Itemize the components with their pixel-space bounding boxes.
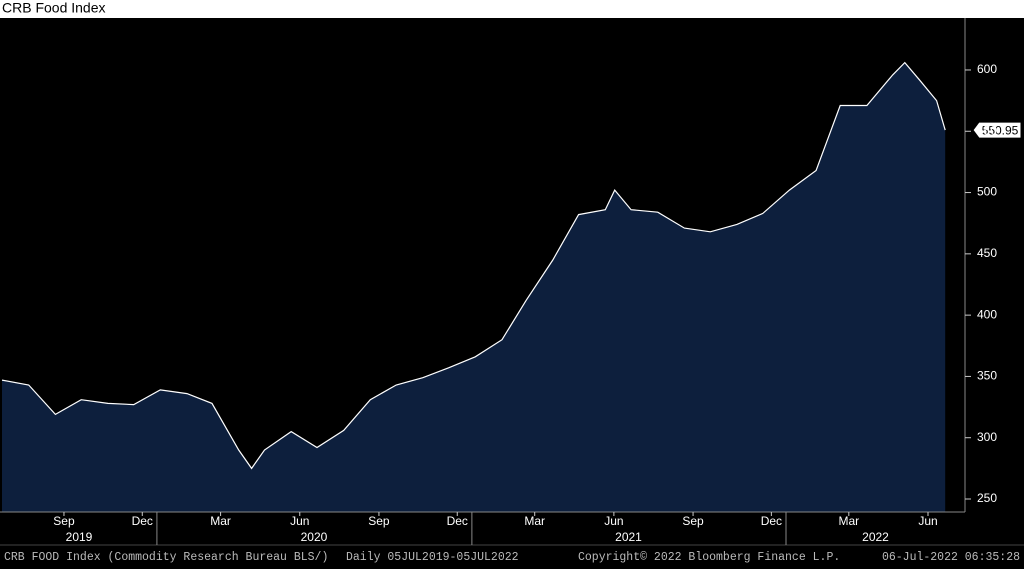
x-tick-label: Mar — [524, 514, 545, 528]
x-tick-label: Dec — [761, 514, 782, 528]
y-tick-label: 300 — [977, 430, 997, 444]
y-tick-label: 450 — [977, 246, 997, 260]
x-tick-label: Jun — [918, 514, 937, 528]
y-tick-label: 550 — [977, 123, 997, 137]
x-tick-label: Jun — [604, 514, 623, 528]
chart-title: CRB Food Index — [2, 0, 106, 16]
y-tick-label: 350 — [977, 369, 997, 383]
x-tick-label: Mar — [838, 514, 859, 528]
last-value-box — [972, 121, 1022, 139]
x-tick-label: Sep — [53, 514, 75, 528]
x-tick-label: Sep — [682, 514, 704, 528]
year-label: 2021 — [615, 530, 642, 544]
x-tick-label: Dec — [447, 514, 468, 528]
title-strip — [0, 0, 1024, 18]
y-tick-label: 600 — [977, 62, 997, 76]
x-tick-label: Sep — [368, 514, 390, 528]
area-fill — [2, 62, 946, 512]
year-label: 2020 — [301, 530, 328, 544]
y-tick-label: 250 — [977, 491, 997, 505]
year-label: 2022 — [862, 530, 889, 544]
x-tick-label: Mar — [210, 514, 231, 528]
timestamp: 06-Jul-2022 06:35:28 — [882, 551, 1020, 564]
y-tick-label: 500 — [977, 185, 997, 199]
source: CRB FOOD Index (Commodity Research Burea… — [4, 551, 328, 564]
x-tick-label: Dec — [132, 514, 153, 528]
price-line — [1, 61, 946, 470]
copyright: Copyright© 2022 Bloomberg Finance L.P. — [578, 551, 840, 564]
y-tick-label: 400 — [977, 307, 997, 321]
year-label: 2019 — [66, 530, 93, 544]
last-value-label: 550.95 — [982, 123, 1019, 137]
date-range: Daily 05JUL2019-05JUL2022 — [346, 551, 519, 564]
x-tick-label: Jun — [290, 514, 309, 528]
